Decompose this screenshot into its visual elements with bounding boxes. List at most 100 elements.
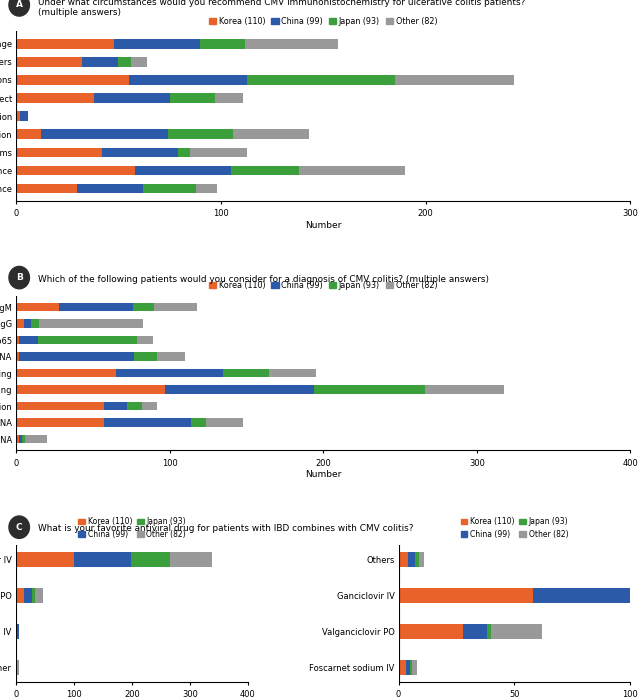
- Bar: [406, 660, 410, 675]
- Bar: [399, 624, 463, 639]
- Bar: [16, 660, 17, 675]
- Legend: Korea (110), China (99), Japan (93), Other (82): Korea (110), China (99), Japan (93), Oth…: [209, 281, 437, 290]
- Bar: [25, 435, 47, 443]
- Bar: [245, 39, 337, 48]
- Bar: [59, 303, 132, 311]
- Bar: [81, 57, 118, 66]
- Bar: [40, 129, 168, 139]
- Bar: [16, 147, 102, 157]
- Bar: [16, 94, 94, 103]
- Bar: [16, 588, 24, 603]
- Bar: [16, 624, 17, 639]
- Bar: [19, 336, 38, 345]
- Bar: [207, 418, 243, 427]
- Bar: [16, 111, 20, 121]
- Bar: [399, 588, 533, 603]
- Bar: [24, 588, 32, 603]
- Bar: [32, 588, 35, 603]
- Bar: [116, 369, 223, 377]
- Bar: [16, 435, 19, 443]
- Bar: [16, 184, 77, 193]
- Legend: Korea (110), China (99), Japan (93), Other (82): Korea (110), China (99), Japan (93), Oth…: [209, 17, 437, 26]
- Bar: [408, 552, 415, 567]
- Bar: [16, 75, 129, 85]
- Bar: [170, 94, 214, 103]
- Bar: [22, 435, 25, 443]
- Bar: [269, 369, 316, 377]
- Bar: [131, 552, 170, 567]
- Bar: [104, 402, 127, 410]
- Bar: [16, 39, 115, 48]
- Bar: [486, 624, 492, 639]
- Bar: [131, 57, 147, 66]
- Bar: [138, 336, 153, 345]
- Bar: [135, 166, 231, 175]
- Bar: [16, 336, 19, 345]
- Bar: [412, 660, 417, 675]
- Legend: Korea (110), China (99), Japan (93), Other (82): Korea (110), China (99), Japan (93), Oth…: [461, 517, 568, 539]
- Bar: [104, 418, 191, 427]
- Bar: [35, 588, 44, 603]
- Bar: [129, 75, 248, 85]
- Bar: [17, 624, 19, 639]
- Bar: [19, 352, 134, 361]
- Bar: [154, 303, 197, 311]
- Bar: [39, 319, 143, 328]
- Bar: [157, 352, 185, 361]
- Bar: [492, 624, 542, 639]
- Bar: [19, 435, 22, 443]
- Bar: [463, 624, 486, 639]
- Bar: [165, 385, 314, 394]
- Bar: [16, 369, 116, 377]
- Bar: [16, 418, 104, 427]
- Bar: [233, 129, 309, 139]
- Bar: [24, 319, 31, 328]
- X-axis label: Number: Number: [305, 221, 341, 230]
- X-axis label: Number: Number: [305, 470, 341, 480]
- Bar: [200, 39, 245, 48]
- Text: (multiple answers): (multiple answers): [38, 8, 122, 17]
- Bar: [38, 336, 138, 345]
- Text: C: C: [16, 523, 22, 532]
- Bar: [395, 75, 514, 85]
- Bar: [399, 660, 406, 675]
- Bar: [132, 303, 154, 311]
- Bar: [191, 418, 207, 427]
- Bar: [77, 184, 143, 193]
- Bar: [134, 352, 157, 361]
- Bar: [143, 184, 196, 193]
- Bar: [170, 552, 212, 567]
- Bar: [31, 319, 39, 328]
- Bar: [399, 552, 408, 567]
- Text: Which of the following patients would you consider for a diagnosis of CMV coliti: Which of the following patients would yo…: [38, 275, 490, 284]
- Bar: [415, 552, 419, 567]
- Bar: [248, 75, 395, 85]
- Text: What is your favorite antiviral drug for patients with IBD combines with CMV col: What is your favorite antiviral drug for…: [38, 524, 414, 533]
- Bar: [168, 129, 233, 139]
- Bar: [299, 166, 405, 175]
- Bar: [16, 166, 135, 175]
- Bar: [419, 552, 424, 567]
- Bar: [424, 385, 504, 394]
- Bar: [74, 552, 131, 567]
- Bar: [214, 94, 243, 103]
- Bar: [142, 402, 157, 410]
- Bar: [533, 588, 640, 603]
- Bar: [102, 147, 178, 157]
- Bar: [231, 166, 299, 175]
- Bar: [17, 660, 19, 675]
- Bar: [16, 57, 81, 66]
- Bar: [16, 402, 104, 410]
- Bar: [178, 147, 190, 157]
- Bar: [314, 385, 424, 394]
- Bar: [127, 402, 142, 410]
- Text: Under what circumstances would you recommend CMV immunohistochemistry for ulcera: Under what circumstances would you recom…: [38, 0, 526, 7]
- Bar: [115, 39, 200, 48]
- Text: B: B: [16, 273, 22, 282]
- Bar: [16, 319, 24, 328]
- Text: A: A: [16, 1, 22, 9]
- Bar: [16, 303, 59, 311]
- Bar: [223, 369, 269, 377]
- Bar: [16, 552, 74, 567]
- Bar: [196, 184, 217, 193]
